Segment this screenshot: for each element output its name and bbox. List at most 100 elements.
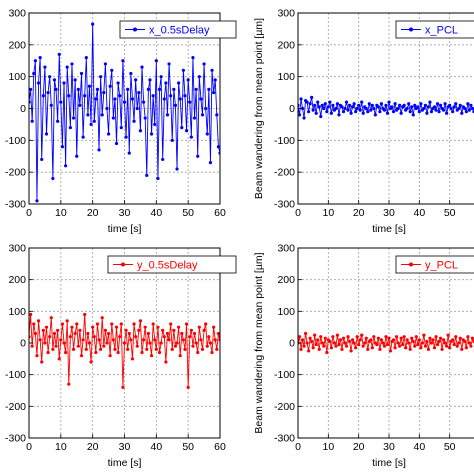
data-point	[189, 328, 193, 332]
data-point	[43, 65, 47, 69]
data-point	[197, 75, 201, 79]
data-point	[49, 316, 53, 320]
data-point	[347, 103, 352, 107]
data-point	[419, 346, 423, 350]
data-point	[52, 331, 57, 336]
data-point	[349, 111, 353, 115]
data-point	[130, 97, 135, 101]
data-point	[87, 341, 92, 345]
data-point	[319, 335, 323, 339]
data-point	[423, 344, 427, 348]
data-point	[369, 338, 373, 342]
data-point	[317, 347, 321, 351]
data-point	[466, 335, 470, 339]
data-point	[445, 111, 449, 115]
data-point	[467, 341, 471, 345]
data-point	[387, 336, 391, 340]
data-point	[106, 331, 111, 336]
data-point	[142, 100, 146, 104]
data-point	[184, 129, 189, 133]
x-tick-label: 20	[353, 441, 365, 453]
data-point	[149, 132, 154, 136]
data-point	[210, 350, 214, 355]
y-tick-label: -300	[5, 199, 26, 211]
data-point	[215, 347, 219, 351]
data-point	[181, 68, 185, 72]
data-point	[110, 322, 114, 326]
chart-panel-1: 0 10 20 30 40 50 60 -300 -200 -100 0 100 200 300 time …	[5, 8, 237, 235]
data-point	[372, 335, 376, 339]
data-point	[396, 106, 400, 111]
chart-panel-3: 0 10 20 30 40 50 60 -300 -200 -100 0 100 200 300 time …	[5, 243, 237, 469]
data-point	[216, 145, 220, 149]
data-point	[116, 81, 120, 85]
x-axis-label: time [s]	[372, 457, 406, 469]
data-point	[375, 342, 379, 347]
data-point	[410, 336, 414, 340]
data-point	[429, 341, 434, 345]
y-tick-label: -200	[274, 401, 295, 413]
data-point	[154, 59, 158, 63]
data-point	[310, 95, 314, 99]
data-point	[87, 84, 92, 88]
data-point	[111, 338, 115, 342]
y-tick-label: 0	[20, 338, 26, 350]
data-point	[457, 106, 461, 111]
x-tick-label: 50	[444, 207, 456, 219]
data-point	[378, 110, 382, 114]
data-point	[145, 173, 149, 177]
x-tick-label: 30	[119, 441, 131, 453]
data-point	[376, 105, 380, 109]
data-point	[156, 325, 160, 329]
data-point	[351, 105, 355, 109]
data-point	[99, 75, 103, 79]
legend-swatch-marker	[133, 27, 137, 32]
data-point	[355, 106, 359, 111]
series-1	[29, 312, 220, 389]
data-point	[325, 110, 329, 114]
data-point	[416, 342, 420, 347]
data-point	[310, 339, 314, 344]
data-point	[172, 87, 176, 91]
data-point	[62, 341, 66, 345]
data-point	[81, 338, 85, 342]
data-point	[417, 338, 421, 342]
data-point	[157, 87, 162, 91]
data-point	[423, 103, 427, 107]
data-point	[463, 106, 467, 111]
data-point	[332, 341, 336, 345]
data-point	[106, 132, 111, 136]
data-point	[103, 328, 107, 332]
data-point	[40, 360, 44, 364]
data-point	[95, 322, 100, 326]
data-point	[299, 97, 303, 101]
data-point	[393, 102, 397, 106]
data-point	[313, 333, 317, 337]
data-point	[138, 129, 143, 133]
data-point	[352, 341, 356, 345]
data-point	[95, 87, 100, 91]
data-point	[108, 354, 112, 358]
data-point	[78, 328, 82, 332]
data-point	[322, 344, 326, 348]
data-point	[91, 325, 95, 329]
data-point	[402, 103, 406, 107]
data-point	[137, 328, 141, 332]
data-point	[358, 108, 362, 112]
y-tick-label: 200	[277, 39, 295, 51]
data-point	[337, 113, 341, 117]
data-point	[178, 354, 182, 358]
data-point	[434, 108, 438, 112]
data-point	[410, 105, 414, 109]
data-point	[148, 341, 152, 345]
data-point	[337, 342, 341, 347]
data-point	[56, 328, 60, 332]
data-point	[298, 113, 302, 117]
x-tick-label: 10	[55, 207, 67, 219]
data-point	[341, 336, 346, 340]
data-point	[452, 342, 456, 347]
data-point	[372, 106, 376, 111]
data-point	[358, 338, 362, 342]
data-point	[135, 344, 139, 348]
y-tick-label: 300	[8, 243, 26, 255]
